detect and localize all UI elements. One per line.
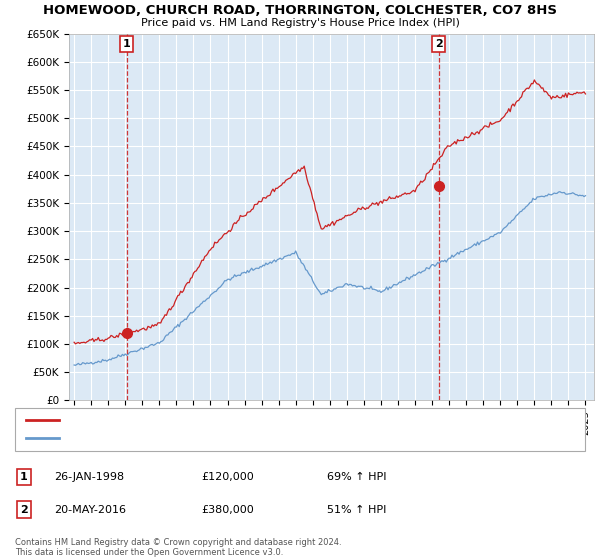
Text: 1: 1 bbox=[123, 39, 130, 49]
Text: 1: 1 bbox=[20, 472, 28, 482]
Text: Contains HM Land Registry data © Crown copyright and database right 2024.
This d: Contains HM Land Registry data © Crown c… bbox=[15, 538, 341, 557]
Text: HOMEWOOD, CHURCH ROAD, THORRINGTON, COLCHESTER, CO7 8HS: HOMEWOOD, CHURCH ROAD, THORRINGTON, COLC… bbox=[43, 4, 557, 17]
Text: Price paid vs. HM Land Registry's House Price Index (HPI): Price paid vs. HM Land Registry's House … bbox=[140, 18, 460, 29]
Text: HOMEWOOD, CHURCH ROAD, THORRINGTON, COLCHESTER, CO7 8HS (detached house): HOMEWOOD, CHURCH ROAD, THORRINGTON, COLC… bbox=[66, 415, 525, 425]
Text: 69% ↑ HPI: 69% ↑ HPI bbox=[327, 472, 386, 482]
Text: 2: 2 bbox=[434, 39, 442, 49]
Text: £120,000: £120,000 bbox=[201, 472, 254, 482]
Text: HPI: Average price, detached house, Tendring: HPI: Average price, detached house, Tend… bbox=[66, 433, 304, 444]
Text: £380,000: £380,000 bbox=[201, 505, 254, 515]
Text: 26-JAN-1998: 26-JAN-1998 bbox=[54, 472, 124, 482]
Text: 51% ↑ HPI: 51% ↑ HPI bbox=[327, 505, 386, 515]
Text: 2: 2 bbox=[20, 505, 28, 515]
Text: 20-MAY-2016: 20-MAY-2016 bbox=[54, 505, 126, 515]
